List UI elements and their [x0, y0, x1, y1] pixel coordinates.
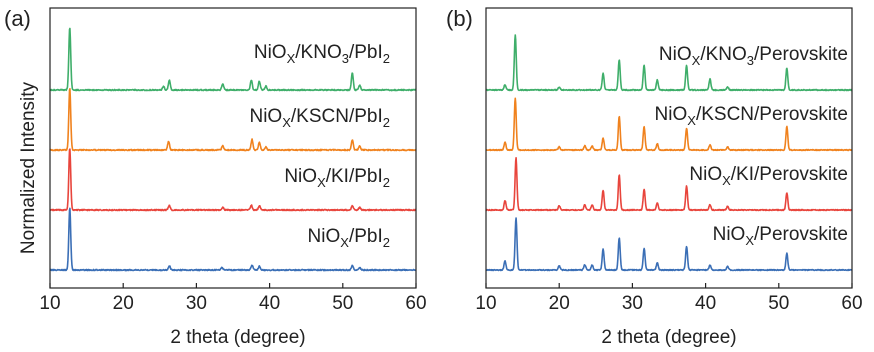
panel-a-series-label-2-part-2: /KSCN/PbI: [291, 106, 383, 127]
panel-a-series-label-3-part-5: 2: [383, 51, 390, 66]
panel-a-x-ticks: 10 20 30 40 50 60: [39, 283, 427, 314]
panel-a-series-layer: [49, 27, 417, 272]
panel-b-series-label-2-part-2: /KSCN/Perovskite: [696, 104, 848, 125]
panel-a-series-label-0-part-1: X: [340, 235, 349, 250]
panel-b-series-label-2-part-1: X: [687, 113, 696, 128]
panel-a-series-label-2-part-3: 2: [383, 115, 390, 130]
panel-b-series-label-3-part-2: /KNO: [700, 44, 746, 65]
panel-a-series-line-0: [49, 207, 417, 272]
panel-a-series-label-0-part-3: 2: [383, 235, 390, 250]
panel-a-series-label-2-part-0: NiO: [249, 106, 282, 127]
panel-a-labels-layer: NiOX/PbI2NiOX/KI/PbI2NiOX/KSCN/PbI2NiOX/…: [249, 42, 390, 250]
panel-a-series-line-3: [49, 27, 417, 92]
panel-b-series-label-1-part-1: X: [722, 173, 731, 188]
panel-b-series-label-3-part-3: 3: [747, 53, 754, 68]
panel-b-series-line-2: [485, 97, 853, 152]
panel-a-series-label-1: NiOX/KI/PbI2: [284, 166, 390, 190]
panel-b-series-label-2: NiOX/KSCN/Perovskite: [655, 104, 848, 128]
panel-a-y-axis-title: Normalized Intensity: [18, 81, 39, 254]
panel-b-labels-layer: NiOX/PerovskiteNiOX/KI/PerovskiteNiOX/KS…: [655, 44, 848, 248]
panel-a-series-label-0-part-0: NiO: [308, 226, 341, 247]
panel-b-label: (b): [446, 6, 473, 31]
panel-b-x-tick-label-50: 50: [768, 293, 789, 314]
panel-a-series-label-2-part-1: X: [282, 115, 291, 130]
panel-a-series-label-2: NiOX/KSCN/PbI2: [249, 106, 390, 130]
panel-a-x-tick-label-50: 50: [332, 293, 353, 314]
panel-a-series-label-0: NiOX/PbI2: [308, 226, 390, 250]
panel-a-series-label-3-part-3: 3: [342, 51, 349, 66]
panel-b-series-label-3-part-4: /Perovskite: [754, 44, 848, 65]
panel-b-series-layer: [485, 34, 853, 272]
panel-b-series-label-0-part-0: NiO: [713, 224, 746, 245]
panel-b-x-tick-label-10: 10: [475, 293, 496, 314]
panel-b-series-label-1-part-2: /KI/Perovskite: [731, 164, 848, 185]
panel-a-x-tick-label-10: 10: [39, 293, 60, 314]
panel-a-series-label-3: NiOX/KNO3/PbI2: [254, 42, 390, 66]
panel-b-series-label-0-part-1: X: [745, 233, 754, 248]
panel-b-x-ticks: 10 20 30 40 50 60: [475, 283, 863, 314]
panel-a-plot-frame: [49, 7, 417, 289]
panel-a-series-label-1-part-0: NiO: [284, 166, 317, 187]
panel-b-series-label-3: NiOX/KNO3/Perovskite: [659, 44, 848, 68]
panel-b: (b) 2 theta (degree) NiOX/PerovskiteNiOX…: [446, 6, 863, 348]
panel-a-series-label-3-part-1: X: [287, 51, 296, 66]
panel-a-x-tick-label-30: 30: [186, 293, 207, 314]
panel-a-x-axis-title: 2 theta (degree): [170, 327, 305, 348]
panel-b-series-label-2-part-0: NiO: [655, 104, 688, 125]
panel-a-series-line-1: [49, 148, 417, 212]
panel-b-x-tick-label-60: 60: [841, 293, 862, 314]
panel-b-plot-frame: [485, 7, 853, 289]
panel-b-x-tick-label-30: 30: [622, 293, 643, 314]
panel-b-x-axis-title: 2 theta (degree): [601, 327, 736, 348]
panel-a-series-label-1-part-1: X: [317, 175, 326, 190]
panel-a-series-line-2: [49, 87, 417, 152]
panel-b-x-tick-label-40: 40: [695, 293, 716, 314]
panel-a-series-label-3-part-4: /PbI: [349, 42, 383, 63]
panel-b-series-label-0: NiOX/Perovskite: [713, 224, 848, 248]
panel-b-series-label-1: NiOX/KI/Perovskite: [689, 164, 848, 188]
panel-a-x-tick-label-40: 40: [259, 293, 280, 314]
panel-b-series-line-0: [485, 217, 853, 272]
panel-b-x-tick-label-20: 20: [549, 293, 570, 314]
panel-a-series-label-3-part-2: /KNO: [295, 42, 341, 63]
panel-a: (a) Normalized Intensity 2 theta (degree…: [4, 6, 427, 348]
panel-a-series-label-0-part-2: /PbI: [349, 226, 383, 247]
panel-b-series-label-3-part-1: X: [692, 53, 701, 68]
panel-a-label: (a): [4, 6, 31, 31]
panel-b-series-label-1-part-0: NiO: [689, 164, 722, 185]
panel-b-series-label-3-part-0: NiO: [659, 44, 692, 65]
panel-a-x-tick-label-60: 60: [405, 293, 426, 314]
panel-a-series-label-3-part-0: NiO: [254, 42, 287, 63]
panel-b-series-line-1: [485, 156, 853, 212]
panel-a-series-label-1-part-2: /KI/PbI: [326, 166, 383, 187]
panel-a-series-label-1-part-3: 2: [383, 175, 390, 190]
panel-b-series-label-0-part-2: /Perovskite: [754, 224, 848, 245]
panel-b-series-line-3: [485, 34, 853, 92]
panel-a-x-tick-label-20: 20: [113, 293, 134, 314]
